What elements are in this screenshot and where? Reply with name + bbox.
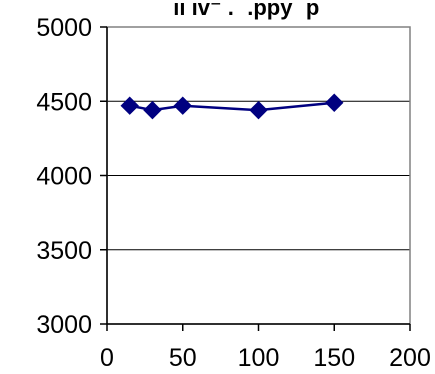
- axis-ticks: [100, 26, 411, 331]
- y-tick-label: 4500: [36, 88, 92, 116]
- y-tick-label: 3000: [36, 311, 92, 339]
- data-point-marker: [143, 100, 162, 120]
- y-tick-label: 4000: [36, 163, 92, 191]
- data-point-marker: [249, 100, 268, 120]
- x-tick-label: 50: [169, 344, 197, 372]
- x-tick-label: 200: [389, 344, 431, 372]
- data-point-marker: [173, 96, 192, 115]
- gridlines: [107, 26, 410, 251]
- tick-labels: 3000 3500 4000 4500 5000 0 50 100 150 200: [36, 14, 430, 372]
- y-tick-label: 3500: [36, 237, 92, 265]
- data-point-marker: [120, 96, 139, 115]
- x-tick-label: 150: [313, 344, 355, 372]
- x-tick-label: 0: [100, 344, 114, 372]
- x-tick-label: 100: [238, 344, 280, 372]
- chart-title: ıı ıv⁻ . ‾.ppy ‾p‾: [173, 0, 328, 20]
- series-layer: [120, 93, 344, 120]
- y-tick-label: 5000: [36, 14, 92, 42]
- data-point-marker: [325, 93, 344, 112]
